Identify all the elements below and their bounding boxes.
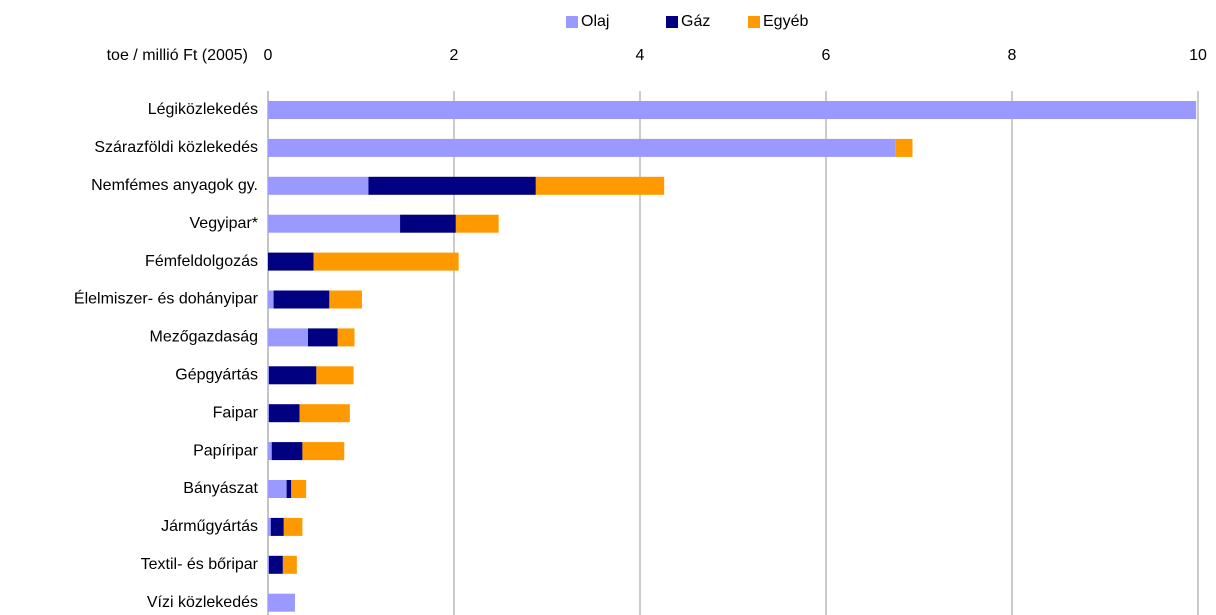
y-tick-label: Szárazföldi közlekedés	[94, 139, 258, 156]
y-tick-label: Mezőgazdaság	[149, 329, 258, 346]
legend-label: Egyéb	[763, 13, 808, 30]
y-tick-label: Vegyipar*	[190, 215, 259, 232]
bar-segment	[316, 366, 354, 385]
legend-swatch	[748, 16, 760, 28]
bar-segment	[268, 366, 269, 385]
x-tick-label: 10	[1189, 47, 1207, 64]
y-tick-label: Járműgyártás	[161, 518, 258, 535]
bar-segment	[313, 252, 459, 271]
bar-segment	[283, 517, 303, 536]
y-tick-label: Faipar	[213, 404, 259, 421]
y-tick-label: Nemfémes anyagok gy.	[91, 177, 258, 194]
bar-segment	[268, 366, 317, 385]
bar-segment	[268, 290, 274, 309]
y-tick-label: Élelmiszer- és dohányipar	[74, 289, 259, 308]
x-tick-label: 4	[636, 47, 645, 64]
bar-segment	[268, 252, 314, 271]
bar-segment	[268, 517, 271, 536]
bar-segment	[307, 328, 338, 347]
x-tick-label: 2	[450, 47, 459, 64]
bar-segment	[337, 328, 355, 347]
bar-segment	[268, 138, 896, 157]
legend-swatch	[566, 16, 578, 28]
bar-segment	[268, 442, 272, 461]
bar-segment	[268, 214, 401, 233]
bar-segment	[268, 328, 308, 347]
axis-label: toe / millió Ft (2005)	[107, 47, 248, 64]
y-tick-label: Vízi közlekedés	[147, 594, 258, 611]
bar-segment	[455, 214, 499, 233]
bar-segment	[268, 555, 283, 574]
bar-segment	[268, 176, 369, 195]
bar-segment	[299, 404, 350, 423]
y-tick-label: Gépgyártás	[175, 367, 258, 384]
x-tick-label: 6	[822, 47, 831, 64]
bar-segment	[286, 480, 292, 498]
y-tick-label: Textil- és bőripar	[141, 556, 259, 573]
bar-segment	[302, 442, 345, 461]
bar-segment	[270, 517, 284, 536]
legend-label: Olaj	[581, 13, 609, 30]
bar-segment	[268, 404, 300, 423]
bar-segment	[329, 290, 362, 309]
y-tick-label: Légiközlekedés	[148, 101, 258, 118]
bar-segment	[268, 593, 295, 612]
bar-segment	[895, 138, 913, 157]
bar-segment	[271, 442, 303, 461]
bar-segment	[368, 176, 536, 195]
bar-segment	[268, 404, 269, 423]
bar-segment	[273, 290, 330, 309]
legend-swatch	[666, 16, 678, 28]
x-tick-label: 8	[1008, 47, 1017, 64]
bar-segment	[291, 480, 307, 498]
bar-segment	[282, 555, 297, 574]
bar-segment	[268, 555, 269, 574]
bar-segment	[535, 176, 665, 195]
bar-segment	[268, 101, 1197, 119]
bar-segment	[400, 214, 456, 233]
legend-label: Gáz	[681, 13, 710, 30]
y-tick-label: Fémfeldolgozás	[145, 253, 258, 270]
x-tick-label: 0	[264, 47, 273, 64]
y-tick-label: Bányászat	[183, 480, 258, 497]
bar-segment	[268, 480, 287, 498]
y-tick-label: Papíripar	[193, 442, 259, 459]
